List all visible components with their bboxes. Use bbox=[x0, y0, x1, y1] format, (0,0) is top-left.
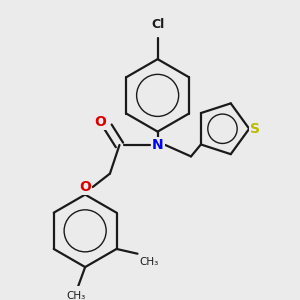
Text: CH₃: CH₃ bbox=[66, 291, 85, 300]
Text: O: O bbox=[94, 115, 106, 129]
Text: O: O bbox=[79, 180, 91, 194]
Text: Cl: Cl bbox=[151, 17, 164, 31]
Text: CH₃: CH₃ bbox=[140, 256, 159, 267]
Text: S: S bbox=[250, 122, 260, 136]
Text: N: N bbox=[152, 138, 164, 152]
